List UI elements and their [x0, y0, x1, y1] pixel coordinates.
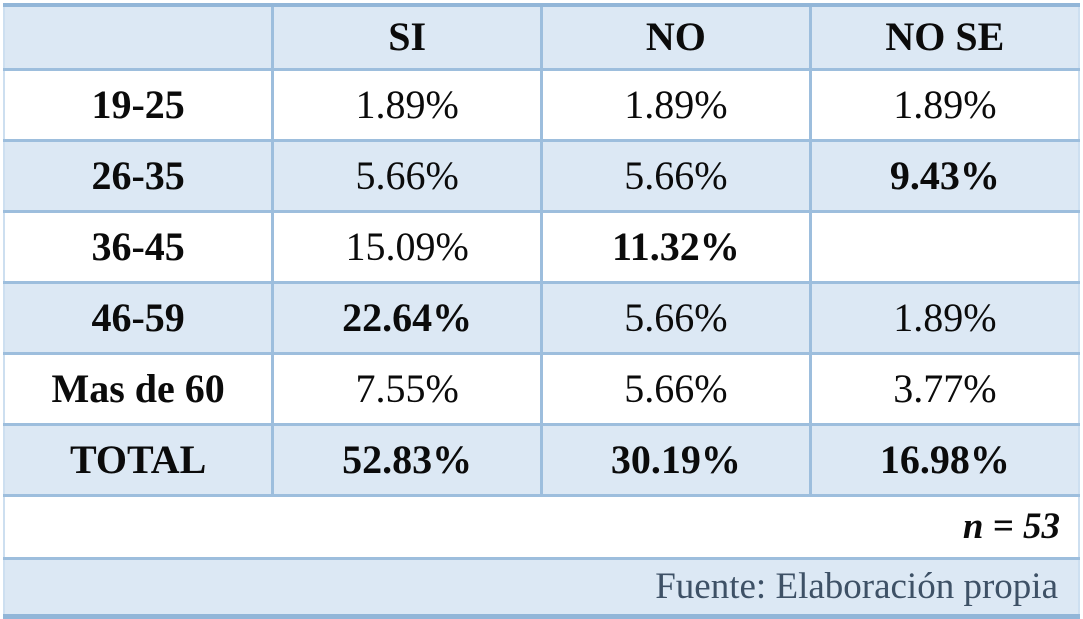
table-cell: 5.66%	[540, 351, 812, 426]
table-row-mas-de-60: Mas de 60 7.55% 5.66% 3.77%	[3, 351, 1080, 426]
row-label: TOTAL	[3, 422, 275, 497]
age-response-table: SI NO NO SE 19-25 1.89% 1.89% 1.89% 26-3…	[3, 3, 1080, 619]
table-cell: 1.89%	[271, 67, 543, 142]
corner-cell	[3, 3, 275, 71]
table-cell: 9.43%	[808, 138, 1080, 213]
table-cell: 5.66%	[540, 280, 812, 355]
col-header-si: SI	[271, 3, 543, 71]
table-cell: 16.98%	[808, 422, 1080, 497]
source-note: Fuente: Elaboración propia	[3, 556, 1080, 619]
table-row-19-25: 19-25 1.89% 1.89% 1.89%	[3, 67, 1080, 142]
col-header-no: NO	[540, 3, 812, 71]
table-row-46-59: 46-59 22.64% 5.66% 1.89%	[3, 280, 1080, 355]
header-row: SI NO NO SE	[3, 3, 1080, 71]
table-cell	[808, 209, 1080, 284]
table-row-total: TOTAL 52.83% 30.19% 16.98%	[3, 422, 1080, 497]
sample-size-row: n = 53	[3, 495, 1080, 558]
row-label: 26-35	[3, 138, 275, 213]
table-cell: 3.77%	[808, 351, 1080, 426]
row-label: 46-59	[3, 280, 275, 355]
table-cell: 11.32%	[540, 209, 812, 284]
table-cell: 7.55%	[271, 351, 543, 426]
table-cell: 22.64%	[271, 280, 543, 355]
table-row-26-35: 26-35 5.66% 5.66% 9.43%	[3, 138, 1080, 213]
table-cell: 1.89%	[808, 67, 1080, 142]
row-label: 36-45	[3, 209, 275, 284]
table-cell: 1.89%	[540, 67, 812, 142]
sample-size-note: n = 53	[3, 495, 1080, 558]
table-cell: 1.89%	[808, 280, 1080, 355]
row-label: 19-25	[3, 67, 275, 142]
table-row-36-45: 36-45 15.09% 11.32%	[3, 209, 1080, 284]
col-header-nose: NO SE	[808, 3, 1080, 71]
source-row: Fuente: Elaboración propia	[3, 556, 1080, 619]
table-cell: 5.66%	[540, 138, 812, 213]
table-cell: 5.66%	[271, 138, 543, 213]
row-label: Mas de 60	[3, 351, 275, 426]
table-cell: 52.83%	[271, 422, 543, 497]
table-cell: 30.19%	[540, 422, 812, 497]
table-cell: 15.09%	[271, 209, 543, 284]
